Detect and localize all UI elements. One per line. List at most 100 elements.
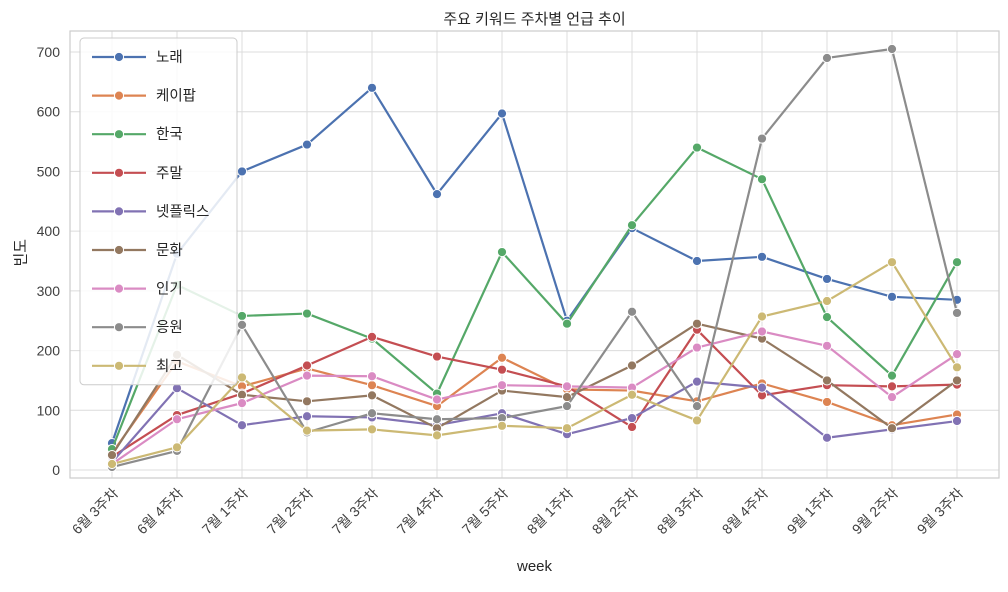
legend-item: 한국 — [92, 126, 183, 143]
legend-item: 케이팝 — [92, 88, 196, 105]
data-point — [496, 246, 508, 258]
data-point — [366, 331, 378, 342]
legend-label: 문화 — [156, 242, 183, 259]
data-point — [626, 412, 638, 424]
data-point — [366, 371, 378, 382]
data-point — [756, 251, 768, 262]
legend-marker — [113, 206, 125, 217]
legend-marker — [113, 244, 125, 256]
data-point — [236, 372, 248, 383]
data-point — [301, 396, 313, 407]
data-point — [561, 423, 573, 434]
legend-marker — [113, 283, 125, 294]
data-point — [756, 311, 768, 322]
data-point — [171, 414, 183, 425]
y-tick-label: 400 — [37, 223, 61, 239]
data-point — [301, 425, 313, 436]
series-line — [111, 356, 958, 454]
data-point — [821, 375, 833, 386]
data-point — [236, 310, 248, 322]
data-point — [756, 382, 768, 393]
chart-title: 주요 키워드 주차별 언급 추이 — [443, 11, 626, 28]
data-point — [366, 390, 378, 401]
legend-item: 문화 — [92, 242, 183, 259]
legend-item: 최고 — [92, 358, 183, 375]
legend-item: 주말 — [92, 165, 183, 182]
data-point — [886, 392, 898, 403]
data-point — [496, 420, 508, 431]
data-point — [756, 326, 768, 337]
data-point — [366, 408, 378, 419]
y-tick-label: 300 — [37, 283, 61, 299]
x-tick-label: 9월 2주차 — [849, 485, 901, 537]
data-point — [236, 398, 248, 409]
x-tick-labels: 6월 3주차 6월 4주차 7월 1주차 7월 2주차 7월 3주차 7월 4주차 7월 5… — [69, 485, 966, 537]
legend-marker — [113, 90, 125, 101]
data-point — [431, 414, 443, 425]
x-tick-label: 7월 2주차 — [264, 485, 316, 537]
data-point — [236, 319, 248, 330]
data-point — [886, 43, 898, 55]
series-line — [110, 146, 958, 450]
series-line — [111, 330, 958, 465]
legend-marker — [113, 51, 125, 63]
legend-marker — [113, 322, 125, 333]
data-point — [561, 401, 573, 412]
data-point — [626, 389, 638, 400]
legend-label: 응원 — [156, 319, 183, 336]
y-tick-label: 0 — [52, 462, 60, 478]
data-point — [951, 257, 963, 268]
series-line — [111, 47, 959, 469]
data-point — [691, 342, 703, 353]
series-최고 — [106, 257, 963, 470]
data-point — [951, 415, 963, 427]
data-point — [171, 442, 183, 453]
plot-border — [69, 30, 1000, 479]
data-point — [691, 255, 703, 267]
data-point — [301, 360, 313, 371]
data-point — [886, 381, 898, 392]
data-point — [626, 421, 638, 433]
data-point — [431, 189, 443, 200]
data-point — [821, 432, 833, 443]
data-point — [561, 381, 573, 392]
data-point — [431, 351, 443, 362]
data-point — [236, 420, 248, 431]
data-point — [821, 295, 833, 307]
x-tick-label: 7월 5주차 — [459, 485, 511, 537]
x-tick-label: 6월 3주차 — [69, 485, 121, 537]
data-point — [626, 360, 638, 371]
data-point — [886, 370, 898, 381]
x-tick-label: 8월 3주차 — [654, 485, 706, 537]
legend-box — [79, 37, 238, 386]
data-point — [691, 142, 703, 153]
x-tick-label: 8월 4주차 — [719, 485, 771, 537]
series-line — [111, 261, 958, 466]
legend-label: 주말 — [156, 165, 183, 182]
data-point — [951, 349, 963, 360]
data-point — [496, 364, 508, 375]
data-point — [951, 362, 963, 373]
data-point — [431, 394, 443, 405]
y-tick-label: 500 — [37, 163, 61, 179]
x-tick-label: 8월 2주차 — [589, 485, 641, 537]
legend-item: 인기 — [92, 281, 183, 298]
series-인기 — [106, 326, 963, 470]
legend-item: 넷플릭스 — [92, 203, 209, 220]
data-point — [886, 291, 898, 302]
data-point — [301, 139, 313, 150]
data-point — [691, 376, 703, 387]
data-point — [496, 352, 508, 363]
y-tick-label: 600 — [37, 104, 61, 120]
data-point — [951, 375, 963, 386]
data-point — [106, 449, 118, 461]
data-point — [431, 430, 443, 441]
y-tick-label: 100 — [37, 402, 61, 418]
legend-label: 케이팝 — [156, 88, 196, 105]
series-line — [111, 328, 958, 458]
x-tick-label: 7월 4주차 — [394, 485, 446, 537]
legend-marker — [113, 167, 125, 178]
